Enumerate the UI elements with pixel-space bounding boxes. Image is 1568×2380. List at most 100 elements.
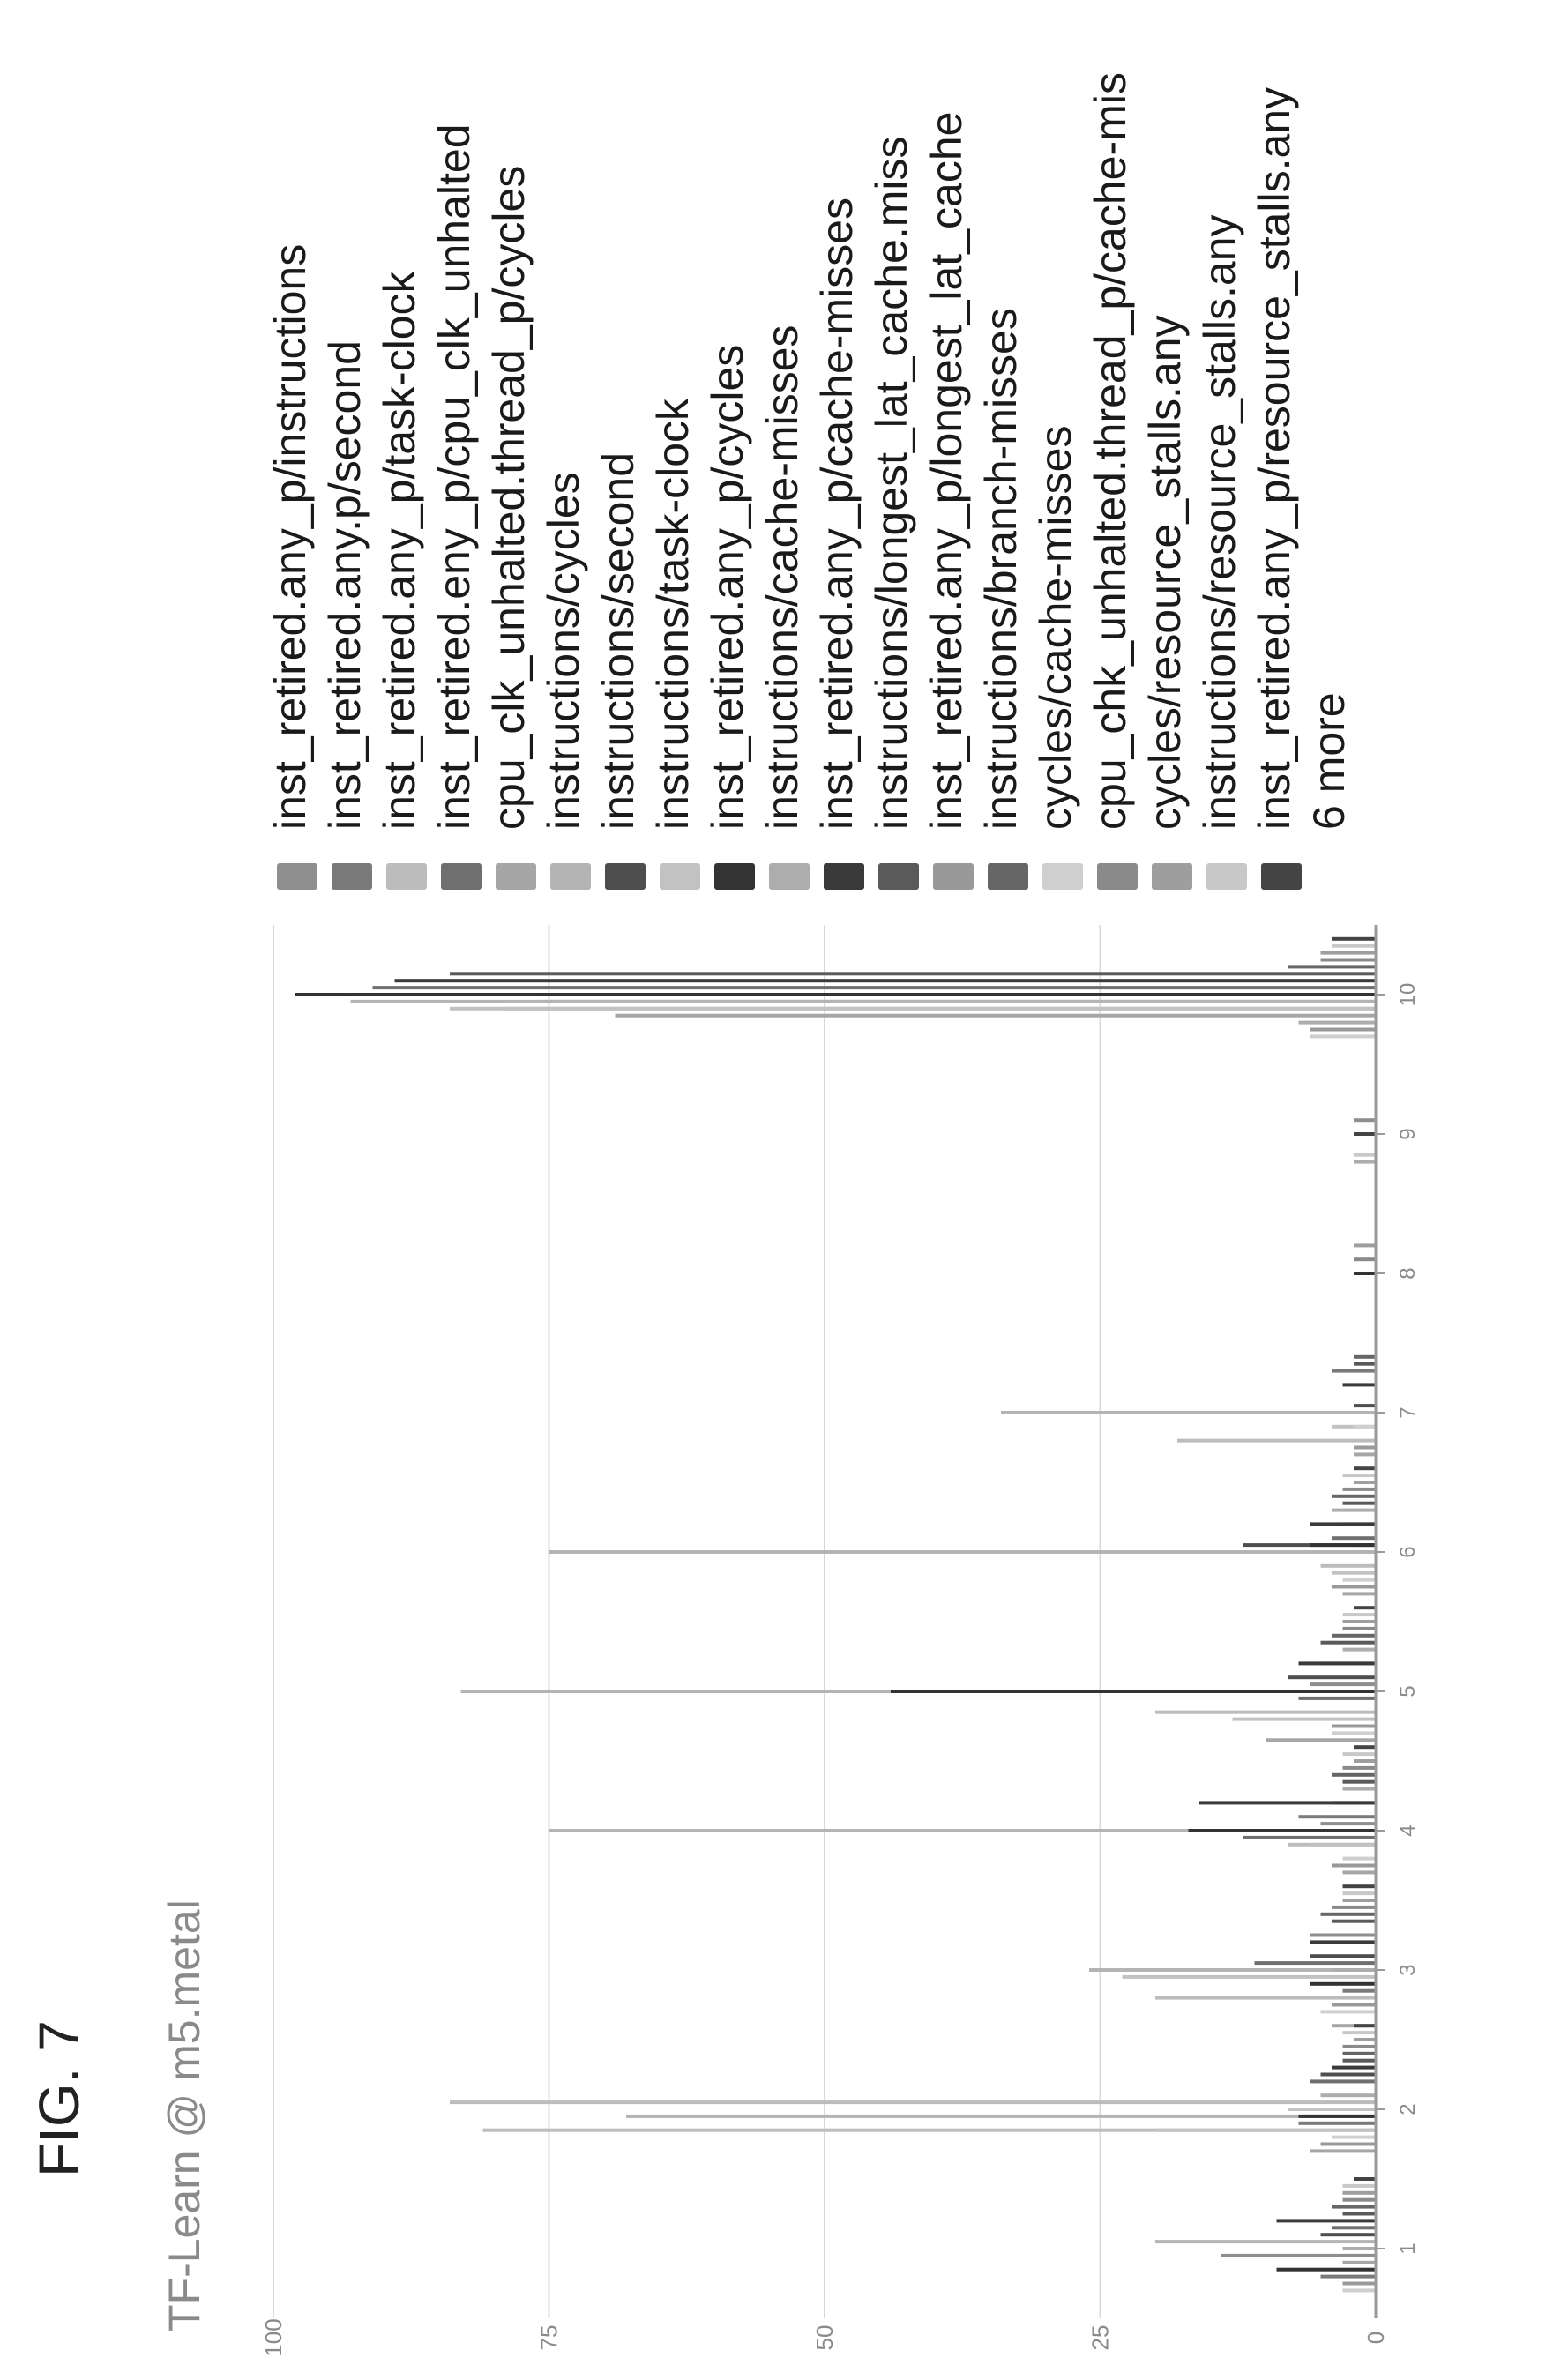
data-bar	[1320, 1640, 1376, 1645]
legend-label: inst_retired.any_p/instructions	[265, 243, 315, 830]
data-bar	[1332, 1905, 1376, 1909]
data-bar	[1332, 1494, 1376, 1498]
data-bar	[1332, 2205, 1376, 2209]
data-bar	[1342, 2031, 1376, 2035]
data-bar	[1276, 2267, 1376, 2272]
data-bar	[1332, 1633, 1376, 1638]
legend-label: inst_retired.any_p/longest_lat_cache	[922, 111, 971, 830]
legend-label: cycles/resource_stalls.any	[1140, 315, 1190, 830]
data-bar	[1342, 1620, 1376, 1623]
legend-item[interactable]: cycles/resource_stalls.any	[1139, 8, 1192, 890]
data-bar	[1342, 1578, 1376, 1582]
legend-item[interactable]: inst_retired.any_p/cycles	[702, 8, 755, 890]
data-bar	[1320, 2072, 1376, 2077]
data-bar	[1342, 2044, 1376, 2048]
legend-label: cpu_clk_unhalted.thread_p/cycles	[484, 165, 534, 830]
legend-label: inst_retired.any_p/task-clock	[375, 271, 424, 830]
data-bar	[1354, 1153, 1376, 1157]
data-bar	[1310, 1522, 1376, 1526]
legend-swatch	[878, 863, 919, 890]
legend-item[interactable]: instructions/second	[593, 8, 646, 890]
data-bar	[1342, 1592, 1376, 1596]
data-bar	[1332, 1585, 1376, 1589]
legend-item[interactable]: inst_retired.any_p/instructions	[265, 8, 317, 890]
data-bar	[1342, 2247, 1376, 2250]
data-bar	[1332, 1571, 1376, 1575]
data-bar	[1342, 1891, 1376, 1896]
legend-item[interactable]: inst_retired.any.p/second	[319, 8, 372, 890]
data-bar	[1310, 1682, 1376, 1687]
data-bar	[1298, 1020, 1376, 1025]
data-bar	[1288, 965, 1376, 969]
legend-item[interactable]: instructions/task-clock	[647, 8, 700, 890]
data-bar	[1342, 2183, 1376, 2188]
legend-item[interactable]: instructions/cache-misses	[757, 8, 810, 890]
data-bar	[1342, 2058, 1376, 2063]
data-bar	[394, 979, 1376, 983]
data-bar	[1320, 2233, 1376, 2237]
legend-item[interactable]: cpu_chk_unhalted.thread_p/cache-mis	[1085, 8, 1138, 890]
data-bar	[1122, 1974, 1376, 1979]
legend-swatch	[1261, 863, 1302, 890]
data-bar	[1354, 2177, 1376, 2181]
data-bar	[372, 986, 1376, 990]
data-bar	[1155, 2240, 1376, 2244]
legend-swatch	[660, 863, 700, 890]
legend-item[interactable]: inst_retired.any_p/longest_lat_cache	[921, 8, 974, 890]
y-tick-label: 75	[536, 2325, 563, 2351]
data-bar	[1310, 1933, 1376, 1937]
grid-lines	[273, 925, 1101, 2318]
y-tick-label: 25	[1087, 2325, 1114, 2351]
legend-swatch	[277, 863, 317, 890]
legend-item[interactable]: inst_retired.any_p/task-clock	[374, 8, 427, 890]
y-tick-label: 50	[811, 2325, 838, 2351]
x-tick-label: 8	[1396, 1267, 1420, 1279]
data-bar	[1332, 1731, 1376, 1735]
data-bar	[1298, 1696, 1376, 1700]
x-tick-label: 10	[1396, 983, 1420, 1007]
legend-item[interactable]: instructions/resource_stalls.any	[1194, 8, 1247, 890]
legend-more-label: 6 more	[1304, 692, 1354, 830]
data-bar	[1332, 1369, 1376, 1373]
legend-swatch	[1042, 863, 1083, 890]
legend-item[interactable]: instructions/longest_lat_cache.miss	[866, 8, 919, 890]
data-bar	[1199, 1801, 1376, 1805]
data-bar	[1298, 1815, 1376, 1819]
legend-swatch	[1097, 863, 1138, 890]
x-tick-label: 7	[1396, 1406, 1420, 1418]
legend-swatch	[386, 863, 427, 890]
x-tick-label: 1	[1396, 2242, 1420, 2254]
legend-swatch	[1152, 863, 1192, 890]
data-bar	[1354, 1160, 1376, 1164]
y-tick-label: 100	[260, 2318, 287, 2356]
data-bar	[450, 1006, 1376, 1011]
data-bar	[1177, 1438, 1376, 1443]
legend-item[interactable]: cycles/cache-misses	[1030, 8, 1083, 890]
legend-swatch	[824, 863, 864, 890]
legend-item[interactable]: instructions/cycles	[538, 8, 591, 890]
data-bar	[1332, 1863, 1376, 1868]
data-bar	[549, 1550, 1376, 1554]
data-bar	[1332, 944, 1376, 948]
data-bar	[1342, 2288, 1376, 2293]
legend-item[interactable]: instructions/branch-misses	[975, 8, 1028, 890]
data-bar	[1320, 2010, 1376, 2014]
data-bar	[1310, 1034, 1376, 1039]
legend-item[interactable]: inst_retired.any_p/cache-misses	[811, 8, 864, 890]
legend-label: instructions/second	[594, 451, 643, 830]
legend-label: cpu_chk_unhalted.thread_p/cache-mis	[1086, 72, 1135, 830]
data-bar	[1155, 2128, 1376, 2132]
legend-swatch	[550, 863, 591, 890]
legend-item[interactable]: inst_retired.eny_p/cpu_clk_unhalted	[429, 8, 482, 890]
data-bar	[1342, 1870, 1376, 1875]
data-bar	[1320, 2274, 1376, 2279]
data-bar	[295, 993, 1376, 996]
legend-more-button[interactable]: 6 more	[1303, 8, 1355, 890]
legend-label: cycles/cache-misses	[1031, 425, 1080, 830]
legend-item[interactable]: cpu_clk_unhalted.thread_p/cycles	[483, 8, 536, 890]
legend-item[interactable]: inst_retired.any_p/resource_stalls.any	[1249, 8, 1302, 890]
data-bar	[1354, 1452, 1376, 1457]
data-bar	[1354, 1272, 1376, 1275]
data-bar	[1354, 1745, 1376, 1750]
data-bar	[1354, 2038, 1376, 2041]
